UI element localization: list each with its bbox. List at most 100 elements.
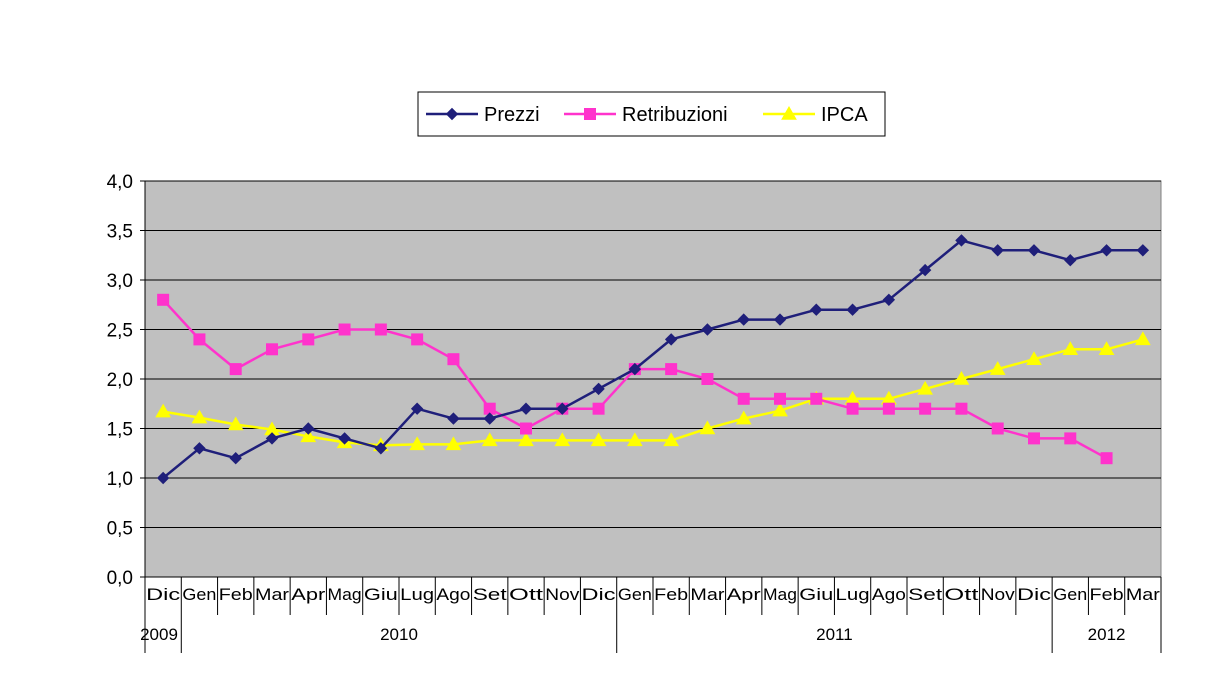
data-point-prezzi bbox=[810, 303, 823, 316]
data-point-ipca bbox=[300, 428, 317, 443]
data-point-retribuzioni bbox=[737, 392, 750, 405]
data-point-prezzi bbox=[302, 422, 315, 435]
data-point-prezzi bbox=[918, 263, 932, 277]
year-label: 2012 bbox=[1088, 625, 1126, 644]
year-label: 2009 bbox=[140, 625, 178, 644]
legend-marker bbox=[781, 105, 797, 120]
data-point-retribuzioni bbox=[882, 402, 895, 415]
data-point-prezzi bbox=[447, 412, 460, 425]
x-category-label: Mar bbox=[255, 585, 289, 604]
data-point-retribuzioni bbox=[919, 402, 932, 415]
data-point-prezzi bbox=[483, 412, 496, 425]
y-axis-ticks: 0,0 0,5 1,0 1,5 2,0 2,5 3,0 3,5 4,0 bbox=[107, 172, 145, 589]
data-point-prezzi bbox=[991, 244, 1004, 257]
data-point-retribuzioni bbox=[374, 323, 387, 336]
y-tick-label: 0,5 bbox=[107, 519, 133, 540]
x-category-label: Feb bbox=[219, 585, 253, 604]
data-point-ipca bbox=[1026, 351, 1042, 365]
data-point-prezzi bbox=[1064, 253, 1077, 267]
data-point-prezzi bbox=[628, 362, 642, 376]
data-point-retribuzioni bbox=[846, 402, 859, 415]
data-point-prezzi bbox=[701, 323, 714, 336]
x-axis-categories: Dic Gen Feb Mar Apr Mag Giu Lug Ago Set Ott Nov Dic G… bbox=[144, 577, 1162, 615]
y-tick-label: 1,0 bbox=[107, 469, 133, 490]
data-point-prezzi bbox=[519, 402, 533, 415]
data-point-retribuzioni bbox=[229, 363, 242, 376]
y-tick-label: 4,0 bbox=[107, 172, 133, 193]
x-category-label: Dic bbox=[146, 585, 181, 604]
data-point-ipca bbox=[590, 432, 607, 447]
data-point-prezzi bbox=[265, 432, 279, 445]
data-point-prezzi bbox=[1100, 244, 1113, 257]
x-category-label: Gen bbox=[618, 585, 652, 604]
x-category-label: Mag bbox=[328, 585, 362, 604]
legend: Prezzi Retribuzioni IPCA bbox=[417, 91, 886, 137]
data-point-retribuzioni bbox=[1100, 452, 1113, 465]
data-point-retribuzioni bbox=[157, 293, 170, 306]
data-point-prezzi bbox=[592, 382, 605, 396]
data-point-retribuzioni bbox=[193, 333, 206, 346]
y-tick-label: 3,0 bbox=[107, 271, 133, 292]
data-point-retribuzioni bbox=[592, 402, 605, 415]
data-point-prezzi bbox=[229, 451, 242, 465]
series-prezzi bbox=[156, 234, 1150, 485]
gridlines bbox=[145, 180, 1161, 528]
legend-label: Prezzi bbox=[484, 104, 540, 126]
legend-marker bbox=[445, 107, 459, 121]
data-point-prezzi bbox=[737, 313, 750, 326]
legend-marker bbox=[584, 108, 596, 120]
data-point-retribuzioni bbox=[411, 333, 424, 346]
data-point-ipca bbox=[772, 402, 788, 417]
x-category-label: Ott bbox=[509, 585, 543, 604]
x-category-label: Gen bbox=[1053, 585, 1087, 604]
data-point-retribuzioni bbox=[1064, 432, 1077, 445]
year-label: 2011 bbox=[816, 625, 853, 644]
x-category-label: Apr bbox=[291, 585, 325, 604]
data-point-ipca bbox=[191, 409, 208, 424]
y-tick-label: 0,0 bbox=[107, 568, 133, 589]
series-layer bbox=[155, 234, 1151, 485]
data-point-retribuzioni bbox=[302, 333, 315, 346]
data-point-ipca bbox=[1098, 341, 1115, 356]
x-category-label: Mag bbox=[763, 585, 797, 604]
legend-label: Retribuzioni bbox=[622, 104, 728, 126]
y-tick-label: 3,5 bbox=[107, 222, 133, 243]
x-category-label: Feb bbox=[1090, 585, 1124, 604]
data-point-prezzi bbox=[193, 442, 206, 455]
data-point-ipca bbox=[1134, 331, 1151, 346]
data-point-prezzi bbox=[374, 442, 388, 455]
x-category-label: Nov bbox=[545, 585, 580, 604]
y-tick-label: 2,5 bbox=[107, 321, 133, 342]
data-point-ipca bbox=[554, 432, 571, 447]
data-point-retribuzioni bbox=[266, 343, 278, 356]
x-category-label: Feb bbox=[654, 585, 688, 604]
x-category-label: Nov bbox=[981, 585, 1016, 604]
year-label: 2010 bbox=[380, 625, 418, 644]
x-category-label: Giu bbox=[799, 585, 833, 604]
data-point-prezzi bbox=[556, 402, 569, 415]
data-point-ipca bbox=[481, 432, 498, 447]
data-point-ipca bbox=[989, 361, 1006, 375]
series-ipca bbox=[155, 331, 1151, 452]
x-category-label: Gen bbox=[182, 585, 216, 604]
data-point-ipca bbox=[227, 416, 244, 431]
legend-label: IPCA bbox=[821, 104, 868, 126]
x-category-label: Ago bbox=[436, 585, 470, 604]
x-category-label: Lug bbox=[400, 585, 434, 604]
x-category-label: Apr bbox=[727, 585, 761, 604]
x-category-label: Mar bbox=[1126, 585, 1160, 604]
data-point-ipca bbox=[445, 436, 462, 451]
data-point-prezzi bbox=[338, 432, 351, 445]
data-point-prezzi bbox=[156, 471, 170, 485]
data-point-ipca bbox=[699, 420, 716, 435]
x-axis-years: 2009 2010 2011 2012 bbox=[140, 615, 1162, 653]
data-point-ipca bbox=[663, 432, 680, 447]
data-point-prezzi bbox=[410, 402, 424, 415]
data-point-ipca bbox=[735, 410, 752, 425]
data-point-ipca bbox=[409, 436, 426, 451]
data-point-retribuzioni bbox=[520, 422, 532, 435]
data-point-retribuzioni bbox=[991, 422, 1004, 435]
data-point-retribuzioni bbox=[701, 373, 714, 385]
data-point-retribuzioni bbox=[665, 363, 678, 376]
